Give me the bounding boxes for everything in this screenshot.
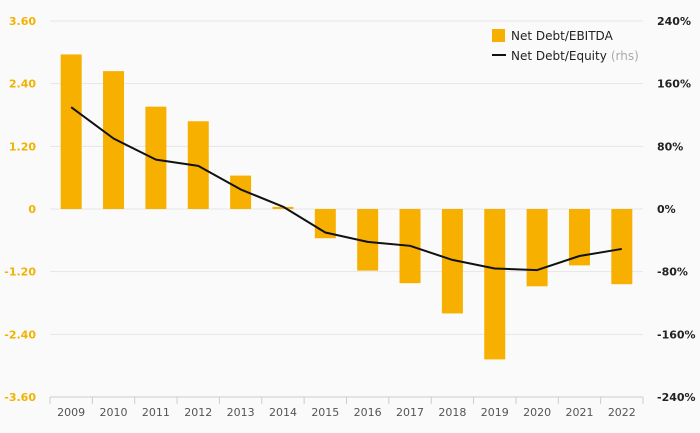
right-tick-label: -80%	[657, 266, 688, 279]
line-series	[70, 106, 622, 272]
legend-label-line: Net Debt/Equity (rhs)	[511, 49, 639, 63]
x-tick-label: 2021	[565, 406, 593, 419]
right-tick-label: 80%	[657, 140, 683, 153]
line-net-debt-equity	[70, 106, 622, 272]
bar-2022	[611, 209, 633, 285]
legend-label-line-suffix: (rhs)	[611, 49, 639, 63]
bar-2018	[441, 209, 463, 314]
legend: Net Debt/EBITDA Net Debt/Equity (rhs)	[492, 29, 639, 63]
right-axis: -240% -160% -80% 0% 80% 160% 240%	[657, 15, 696, 404]
bar-2011	[145, 106, 167, 209]
x-axis: 2009 2010 2011 2012 2013 2014 2015 2016 2017 2018…	[57, 406, 636, 419]
x-tick-label: 2012	[184, 406, 212, 419]
left-tick-label: 2.40	[9, 78, 36, 91]
left-tick-label: 1.20	[9, 140, 36, 153]
x-tick-label: 2010	[100, 406, 128, 419]
left-axis: -3.60 -2.40 -1.20 0 1.20 2.40 3.60	[4, 15, 36, 404]
x-tick-label: 2011	[142, 406, 170, 419]
bar-2014	[272, 206, 294, 209]
right-tick-label: 240%	[657, 15, 691, 28]
bars	[60, 54, 633, 360]
left-tick-label: -2.40	[4, 328, 36, 341]
x-tick-label: 2017	[396, 406, 424, 419]
x-tick-label: 2020	[523, 406, 551, 419]
x-tick-label: 2018	[438, 406, 466, 419]
left-tick-label: -1.20	[4, 266, 36, 279]
bar-2009	[60, 54, 82, 209]
right-tick-label: -160%	[657, 328, 696, 341]
x-tick-label: 2014	[269, 406, 297, 419]
bar-2020	[526, 209, 548, 287]
bar-2021	[568, 209, 590, 266]
x-tick-label: 2013	[227, 406, 255, 419]
bar-2019	[484, 209, 506, 360]
x-tick-label: 2022	[608, 406, 636, 419]
bar-2015	[314, 209, 336, 239]
left-tick-label: -3.60	[4, 391, 36, 404]
legend-label-bar: Net Debt/EBITDA	[511, 29, 614, 43]
bar-2010	[103, 71, 125, 209]
x-tick-label: 2015	[311, 406, 339, 419]
bar-2013	[230, 175, 252, 209]
bar-2016	[357, 209, 379, 271]
right-tick-label: -240%	[657, 391, 696, 404]
x-tick-label: 2009	[57, 406, 85, 419]
left-tick-label: 0	[28, 203, 36, 216]
legend-swatch-bar	[492, 29, 505, 42]
left-tick-label: 3.60	[9, 15, 36, 28]
right-tick-label: 0%	[657, 203, 676, 216]
x-tick-label: 2019	[481, 406, 509, 419]
right-tick-label: 160%	[657, 78, 691, 91]
legend-label-line-name: Net Debt/Equity	[511, 49, 607, 63]
x-tick-label: 2016	[354, 406, 382, 419]
